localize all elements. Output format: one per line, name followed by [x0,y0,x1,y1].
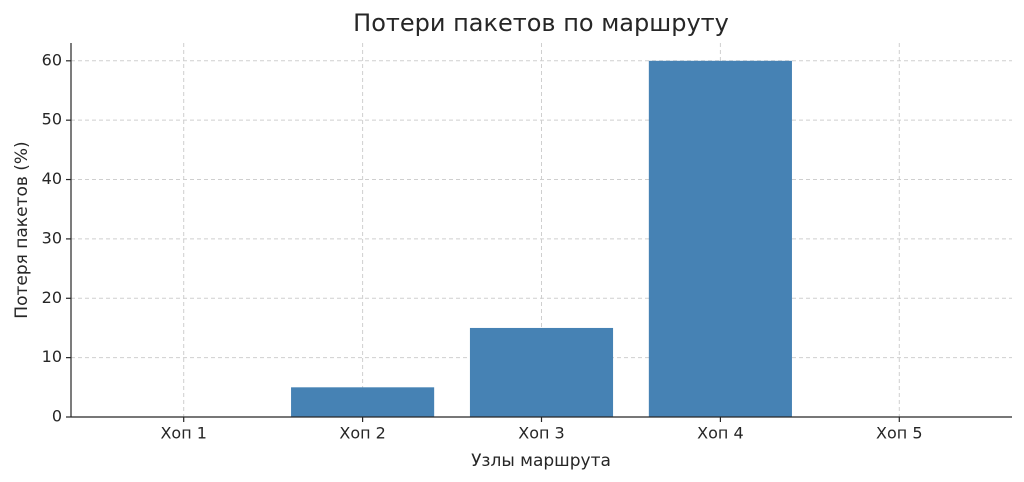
y-tick-label: 30 [42,228,62,247]
y-tick-label: 50 [42,110,62,129]
y-tick-label: 10 [42,347,62,366]
x-tick-label: Хоп 2 [339,424,385,443]
x-tick-label: Хоп 1 [160,424,206,443]
y-tick-label: 40 [42,169,62,188]
y-axis-label: Потеря пакетов (%) [12,141,32,318]
x-axis-label: Узлы маршрута [471,451,611,471]
y-tick-label: 60 [42,50,62,69]
y-tick-label: 20 [42,288,62,307]
x-tick-label: Хоп 4 [697,424,743,443]
bar [469,327,614,417]
bar [291,387,435,417]
x-tick-label: Хоп 5 [876,424,922,443]
x-tick-label: Хоп 3 [518,424,564,443]
chart-title: Потери пакетов по маршруту [353,9,729,37]
bar [648,60,792,418]
y-tick-label: 0 [52,407,62,426]
